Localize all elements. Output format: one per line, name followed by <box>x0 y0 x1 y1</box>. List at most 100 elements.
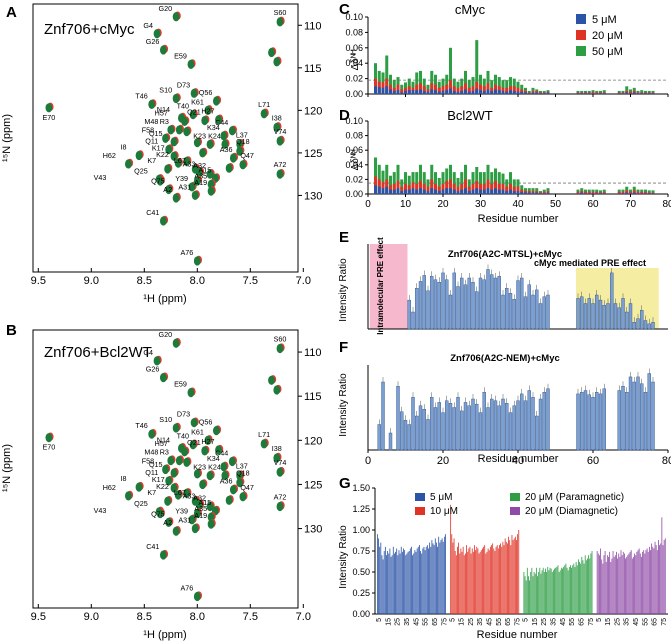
nmr-peak-label: A33 <box>183 492 196 501</box>
pre-f-bar <box>422 409 426 451</box>
pre-g-bar <box>661 517 663 614</box>
nmr-x-tick-label: 9.0 <box>84 611 99 623</box>
csp-bar <box>475 188 479 194</box>
pre-e-bar <box>415 288 419 330</box>
nmr-peak-label: E70 <box>43 113 56 122</box>
pre-f-bar <box>576 393 580 451</box>
nmr-peak-green <box>170 137 178 147</box>
csp-bar <box>542 191 546 194</box>
nmr-peak-green <box>172 526 180 536</box>
pre-g-bar <box>646 548 648 614</box>
pre-e-pink-region <box>369 244 408 329</box>
csp-bar <box>422 189 426 194</box>
pre-g-x-tick-label: 45 <box>413 618 420 626</box>
nmr-peak-green <box>189 440 197 450</box>
csp-bar <box>404 189 407 194</box>
nmr-peak-label: A76 <box>181 248 194 257</box>
pre-g-bar <box>517 534 519 614</box>
pre-g-bar <box>541 570 543 614</box>
csp-bar <box>527 92 531 94</box>
nmr-peak-green <box>228 126 236 136</box>
pre-g-bar <box>400 546 402 614</box>
nmr-peak-label: Q56 <box>199 88 213 97</box>
pre-g-bar <box>437 546 438 614</box>
pre-g-bar <box>487 548 489 614</box>
pre-g-bar <box>611 558 613 614</box>
pre-g-bar <box>602 563 604 614</box>
pre-g-bar <box>549 567 551 614</box>
pre-g-bar <box>618 553 620 614</box>
pre-g-y-tick-label: 1.25 <box>352 504 370 514</box>
pre-g-bar <box>560 567 562 614</box>
nmr-y-tick-label: 125 <box>304 479 322 491</box>
nmr-peak-label: K61 <box>191 97 204 106</box>
pre-g-bar <box>458 542 459 614</box>
pre-g-bar <box>546 572 548 614</box>
nmr-peak-green <box>156 508 164 519</box>
csp-panel-c: cMyc Δδᴺᴴ 0.00 0.02 0.04 0.06 0.08 0.10 5 μM … <box>345 2 669 99</box>
nmr-peak-green <box>260 439 268 449</box>
nmr-peak-label: A19 <box>194 178 207 187</box>
nmr-peak-label: I38 <box>272 113 282 122</box>
pre-f-bar <box>415 415 419 451</box>
nmr-peak-green <box>172 12 180 22</box>
pre-g-y-tick-label: 1.50 <box>352 483 370 493</box>
csp-bar <box>602 193 606 194</box>
nmr-peak-green <box>174 490 182 500</box>
pre-g-bar <box>392 546 394 614</box>
csp-bar <box>464 70 467 94</box>
pre-g-bar <box>523 572 525 614</box>
nmr-peak-label: M48 <box>144 448 158 457</box>
csp-bar <box>636 193 640 194</box>
csp-bar <box>434 84 437 94</box>
pre-g-x-tick-label: 75 <box>441 618 448 626</box>
nmr-peak-green <box>193 469 201 479</box>
pre-e-bar <box>422 275 426 330</box>
pre-e-bar <box>441 272 445 330</box>
csp-bar <box>460 183 464 194</box>
pre-g-bar <box>601 559 603 614</box>
nmr-peak-green <box>215 115 222 125</box>
nmr-peak-label: A72 <box>274 160 287 169</box>
csp-bar <box>479 183 482 194</box>
pre-f-bar <box>501 398 505 451</box>
pre-panel-f: Znf706(A2C-NEM)+cMyc Intensity Ratio 0 20… <box>338 353 671 467</box>
csp-bar <box>475 166 479 194</box>
nmr-peak-green <box>148 99 156 109</box>
pre-g-bar <box>455 555 457 614</box>
pre-g-bar <box>414 550 416 614</box>
pre-g-bar <box>501 546 503 614</box>
csp-bar <box>591 93 595 94</box>
nmr-y-tick-label: 130 <box>304 190 322 202</box>
nmr-peak-label: N14 <box>157 435 170 444</box>
nmr-peak-green <box>201 446 209 456</box>
csp-bar <box>452 86 456 94</box>
pre-g-x-tick-label: 55 <box>642 618 649 626</box>
panel-letter-b: B <box>6 322 17 339</box>
csp-bar <box>479 189 482 194</box>
csp-bar <box>486 188 490 194</box>
pre-g-bar <box>659 545 660 614</box>
nmr-peak-label: H27 <box>201 107 214 116</box>
csp-bar <box>621 191 625 194</box>
nmr-peak-green <box>188 515 196 525</box>
nmr-peak-label: V74 <box>274 127 287 136</box>
nmr-peak-green <box>276 467 284 477</box>
csp-bar <box>497 172 501 194</box>
pre-e-bar <box>433 279 438 330</box>
csp-bar <box>625 86 629 94</box>
nmr-peak-label: L37 <box>236 462 248 471</box>
nmr-peak-green <box>239 160 247 170</box>
nmr-peak-green <box>189 110 197 120</box>
pre-g-bar <box>653 548 655 614</box>
nmr-peak-green <box>193 508 201 519</box>
csp-bar <box>516 186 520 194</box>
pre-g-bar <box>585 560 587 614</box>
nmr-peak-green <box>193 138 201 148</box>
pre-g-bar <box>469 546 471 614</box>
pre-g-bar <box>476 546 478 614</box>
csp-bar <box>490 80 494 94</box>
csp-y-tick-label: 0.00 <box>345 189 363 199</box>
pre-g-bar <box>543 572 545 614</box>
csp-bar <box>632 192 636 194</box>
